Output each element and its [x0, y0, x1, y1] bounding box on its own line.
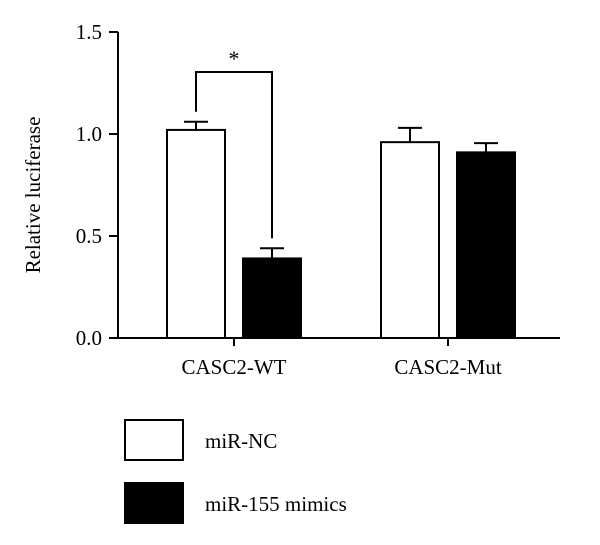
- bar: [380, 141, 440, 339]
- bar: [456, 151, 516, 339]
- y-tick-label: 1.5: [76, 20, 102, 44]
- legend-swatch: [124, 482, 184, 524]
- y-tick-label: 1.0: [76, 122, 102, 146]
- bar: [166, 128, 226, 339]
- x-tick-label: CASC2-Mut: [394, 355, 502, 379]
- bar: [242, 257, 302, 339]
- x-tick-label: CASC2-WT: [182, 355, 287, 379]
- y-axis-title: Relative luciferase: [21, 117, 45, 274]
- legend-label: miR-NC: [205, 429, 277, 453]
- legend-label: miR-155 mimics: [205, 492, 347, 516]
- y-tick-label: 0.5: [76, 224, 102, 248]
- significance-bracket: [195, 71, 273, 239]
- y-tick-label: 0.0: [76, 326, 102, 350]
- significance-label: *: [229, 46, 240, 71]
- legend-swatch: [124, 419, 184, 461]
